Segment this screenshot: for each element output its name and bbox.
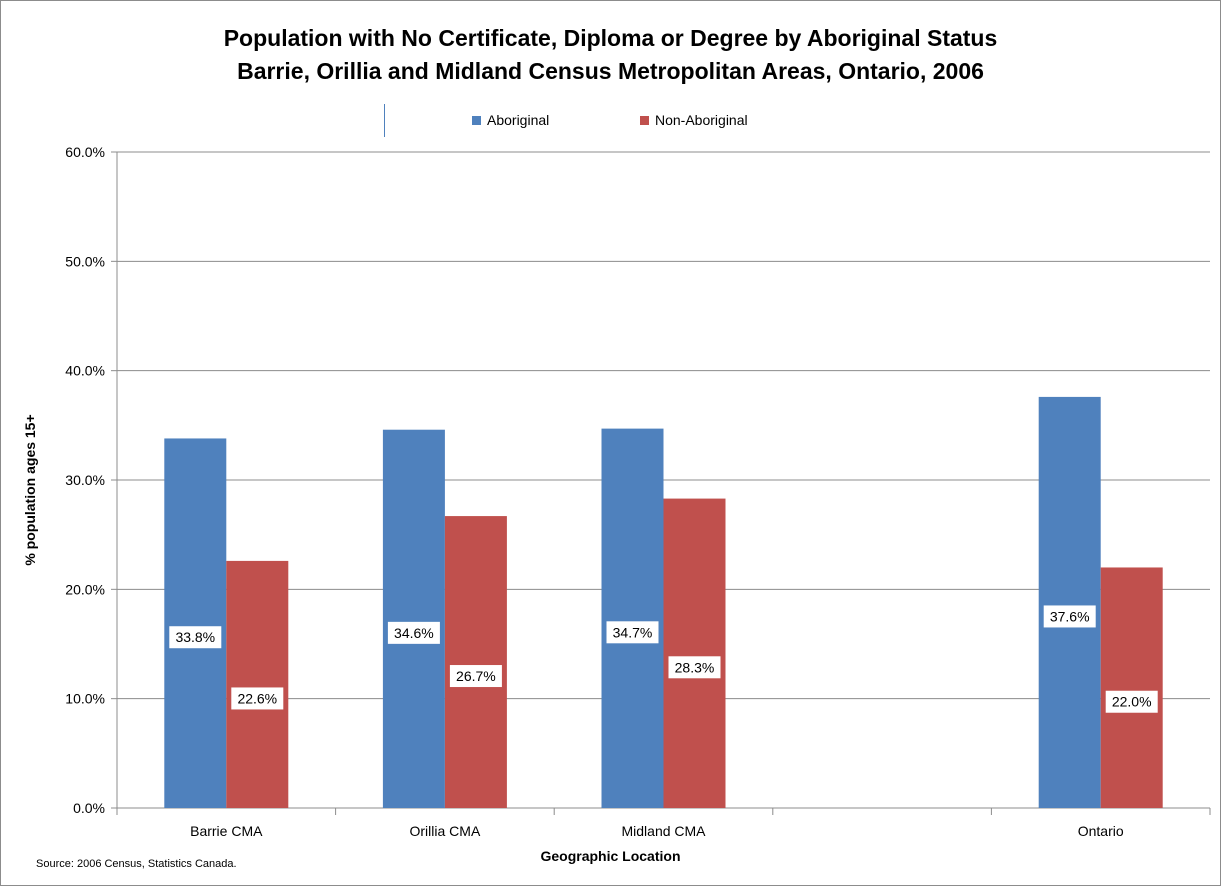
y-tick-label: 20.0% <box>65 581 105 597</box>
bar-aboriginal <box>1038 396 1101 808</box>
x-axis-label: Geographic Location <box>540 848 681 864</box>
chart-legend: Aboriginal Non-Aboriginal <box>0 112 1221 132</box>
data-label: 22.0% <box>1112 694 1152 710</box>
chart-title-block: Population with No Certificate, Diploma … <box>0 22 1221 88</box>
data-label-box <box>1105 690 1158 713</box>
bar-aboriginal <box>601 428 664 808</box>
x-tick-label: Orillia CMA <box>410 823 481 839</box>
data-label: 34.6% <box>394 625 434 641</box>
legend-label-aboriginal: Aboriginal <box>487 112 550 128</box>
chart-subtitle: Barrie, Orillia and Midland Census Metro… <box>237 58 984 84</box>
y-tick-label: 0.0% <box>73 800 105 816</box>
legend-item-aboriginal: Aboriginal <box>472 112 549 128</box>
legend-item-non-aboriginal: Non-Aboriginal <box>640 112 748 128</box>
y-tick-label: 30.0% <box>65 472 105 488</box>
data-label: 34.7% <box>613 624 653 640</box>
bar-aboriginal <box>382 429 445 808</box>
x-tick-label: Barrie CMA <box>190 823 263 839</box>
legend-swatch-aboriginal <box>472 115 481 125</box>
bar-non-aboriginal <box>1100 567 1163 808</box>
data-label: 33.8% <box>175 629 215 645</box>
chart-title: Population with No Certificate, Diploma … <box>223 25 998 51</box>
legend-divider <box>384 104 385 137</box>
data-label-box <box>1043 605 1096 628</box>
source-note: Source: 2006 Census, Statistics Canada. <box>36 858 237 870</box>
y-tick-label: 40.0% <box>65 363 105 379</box>
data-label-box <box>169 626 222 649</box>
legend-swatch-non-aboriginal <box>640 115 649 125</box>
y-tick-label: 50.0% <box>65 253 105 269</box>
y-axis-label: % population ages 15+ <box>22 414 38 566</box>
data-label-box <box>606 621 659 644</box>
legend-label-non-aboriginal: Non-Aboriginal <box>655 112 748 128</box>
data-label: 37.6% <box>1050 608 1090 624</box>
data-label-box <box>449 665 502 688</box>
bar-non-aboriginal <box>444 516 507 808</box>
y-tick-label: 60.0% <box>65 144 105 160</box>
data-label-box <box>668 656 721 679</box>
bar-non-aboriginal <box>226 560 289 808</box>
data-label-box <box>387 621 440 644</box>
x-tick-label: Ontario <box>1078 823 1124 839</box>
y-tick-label: 10.0% <box>65 691 105 707</box>
data-label: 22.6% <box>237 690 277 706</box>
bar-non-aboriginal <box>663 498 726 808</box>
data-label: 26.7% <box>456 668 496 684</box>
bar-aboriginal <box>164 438 227 808</box>
x-tick-label: Midland CMA <box>621 823 706 839</box>
data-label: 28.3% <box>675 659 715 675</box>
data-label-box <box>231 687 284 710</box>
